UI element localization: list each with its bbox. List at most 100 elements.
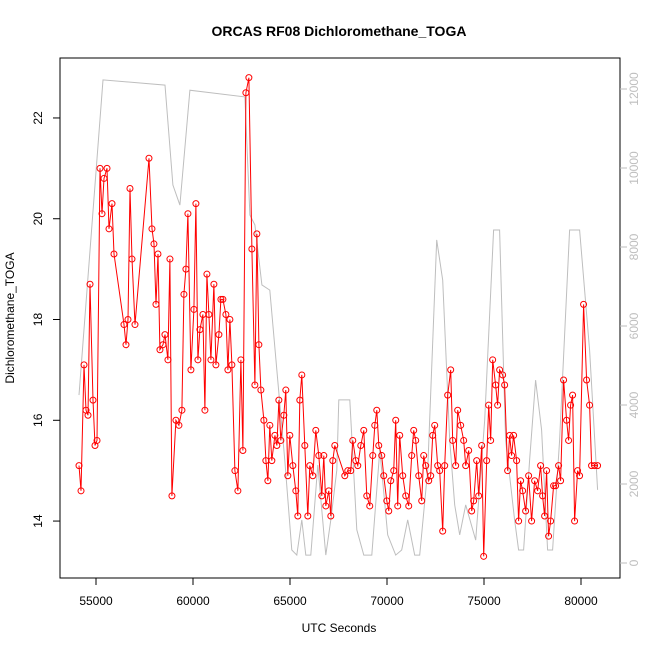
data-point bbox=[475, 492, 483, 500]
data-point bbox=[470, 497, 478, 505]
data-point bbox=[298, 371, 306, 379]
data-point bbox=[255, 341, 263, 349]
data-point bbox=[98, 210, 106, 218]
data-point bbox=[296, 396, 304, 404]
data-point bbox=[360, 426, 368, 434]
data-point bbox=[154, 250, 162, 258]
data-point bbox=[178, 406, 186, 414]
data-point bbox=[385, 507, 393, 515]
data-point bbox=[271, 431, 279, 439]
data-point bbox=[75, 462, 83, 470]
y-tick-label: 20 bbox=[31, 212, 45, 226]
data-point bbox=[586, 401, 594, 409]
data-point bbox=[166, 255, 174, 263]
data-point bbox=[378, 452, 386, 460]
data-point bbox=[373, 406, 381, 414]
data-point bbox=[245, 74, 253, 82]
data-point bbox=[552, 482, 560, 490]
data-point bbox=[180, 290, 188, 298]
data-point bbox=[182, 265, 190, 273]
data-point bbox=[545, 532, 553, 540]
data-point bbox=[187, 366, 195, 374]
data-point bbox=[120, 321, 128, 329]
data-point bbox=[175, 421, 183, 429]
data-point bbox=[322, 502, 330, 510]
data-point bbox=[304, 512, 312, 520]
data-point bbox=[315, 452, 323, 460]
x-tick-label: 80000 bbox=[564, 594, 598, 608]
data-point bbox=[168, 492, 176, 500]
y-tick-label: 22 bbox=[31, 111, 45, 125]
data-point bbox=[325, 487, 333, 495]
data-point bbox=[492, 381, 500, 389]
data-point bbox=[257, 386, 265, 394]
data-point bbox=[318, 492, 326, 500]
data-point bbox=[418, 497, 426, 505]
data-point bbox=[499, 371, 507, 379]
data-point bbox=[571, 517, 579, 525]
data-point bbox=[242, 89, 250, 97]
data-point bbox=[410, 426, 418, 434]
data-point bbox=[301, 441, 309, 449]
data-point bbox=[201, 406, 209, 414]
data-point bbox=[103, 164, 111, 172]
data-point bbox=[541, 512, 549, 520]
data-point bbox=[405, 502, 413, 510]
data-point bbox=[80, 361, 88, 369]
data-point bbox=[205, 310, 213, 318]
data-point bbox=[473, 457, 481, 465]
data-point bbox=[480, 552, 488, 560]
data-point bbox=[100, 174, 108, 182]
data-point bbox=[547, 517, 555, 525]
data-point bbox=[192, 200, 200, 208]
y-tick-label: 14 bbox=[31, 514, 45, 528]
y2-tick-label: 8000 bbox=[627, 233, 641, 260]
data-point bbox=[539, 492, 547, 500]
data-point bbox=[436, 467, 444, 475]
data-point bbox=[341, 472, 349, 480]
data-point bbox=[508, 452, 516, 460]
data-point bbox=[150, 240, 158, 248]
data-point bbox=[583, 376, 591, 384]
data-point bbox=[84, 411, 92, 419]
data-point bbox=[215, 331, 223, 339]
data-point bbox=[550, 482, 558, 490]
data-point bbox=[528, 517, 536, 525]
data-point bbox=[280, 411, 288, 419]
data-point bbox=[487, 436, 495, 444]
data-point bbox=[273, 441, 281, 449]
data-point bbox=[266, 421, 274, 429]
data-point bbox=[260, 416, 268, 424]
y2-tick-label: 2000 bbox=[627, 470, 641, 497]
x-tick-label: 65000 bbox=[273, 594, 307, 608]
data-point bbox=[375, 441, 383, 449]
data-point bbox=[237, 356, 245, 364]
data-point bbox=[444, 391, 452, 399]
data-point bbox=[485, 401, 493, 409]
data-point bbox=[86, 280, 94, 288]
data-point bbox=[537, 462, 545, 470]
data-point bbox=[306, 462, 314, 470]
data-point bbox=[412, 436, 420, 444]
data-point bbox=[543, 467, 551, 475]
data-point bbox=[534, 487, 542, 495]
data-point bbox=[251, 381, 259, 389]
data-point bbox=[196, 326, 204, 334]
data-point bbox=[415, 472, 423, 480]
data-point bbox=[462, 462, 470, 470]
data-point bbox=[429, 431, 437, 439]
data-point bbox=[131, 321, 139, 329]
data-point bbox=[439, 527, 447, 535]
data-point bbox=[277, 436, 285, 444]
data-point bbox=[222, 310, 230, 318]
data-point bbox=[354, 462, 362, 470]
data-point bbox=[159, 341, 167, 349]
data-point bbox=[390, 467, 398, 475]
data-point bbox=[422, 462, 430, 470]
data-point bbox=[515, 517, 523, 525]
data-point bbox=[327, 512, 335, 520]
data-point bbox=[555, 462, 563, 470]
data-point bbox=[519, 487, 527, 495]
data-point bbox=[320, 452, 328, 460]
